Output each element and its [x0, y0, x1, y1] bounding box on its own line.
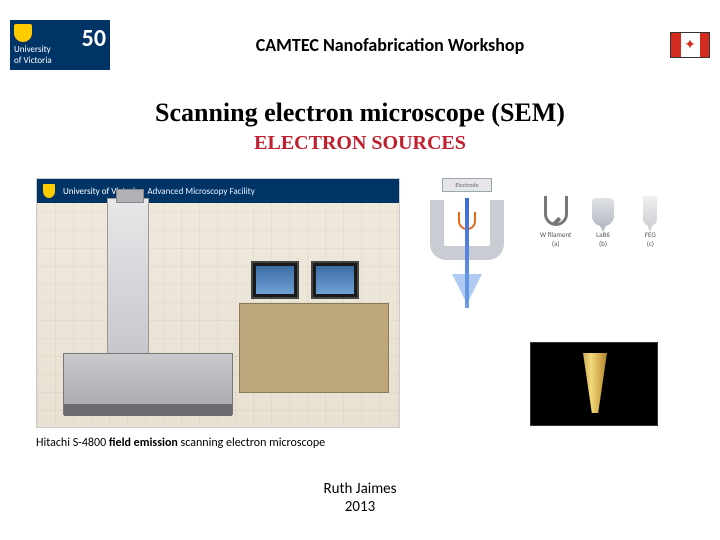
lab-desk	[239, 303, 389, 393]
page-title: Scanning electron microscope (SEM)	[0, 98, 720, 128]
source-types-row: W filament (a) LaB6 (b) FEG (c)	[532, 178, 674, 334]
maple-leaf-icon: ✦	[684, 38, 696, 52]
logo-badge: 50	[82, 24, 106, 53]
electron-gun-schematic: Electrode	[412, 178, 522, 334]
beam-cone	[452, 274, 482, 304]
mini-shield-icon	[43, 184, 55, 198]
monitor-icon	[311, 261, 359, 299]
sem-photo: University of Victoria Advanced Microsco…	[36, 178, 400, 428]
source-sub: (a)	[552, 239, 560, 248]
author-year: 2013	[0, 498, 720, 516]
electron-source-diagram: Electrode W filament (a) LaB6 (b) FEG (c…	[412, 178, 674, 334]
page-subtitle: ELECTRON SOURCES	[0, 132, 720, 155]
workshop-title: CAMTEC Nanofabrication Workshop	[110, 34, 670, 56]
photo-caption: Hitachi S-4800 field emission scanning e…	[36, 436, 325, 450]
caption-bold: field emission	[109, 436, 178, 450]
w-filament-icon	[544, 196, 568, 226]
logo-text-top: University	[14, 44, 51, 55]
banner-facility: Advanced Microscopy Facility	[147, 186, 254, 197]
footer-author-block: Ruth Jaimes 2013	[0, 480, 720, 516]
caption-suffix: scanning electron microscope	[178, 436, 325, 450]
photo-banner: University of Victoria Advanced Microsco…	[37, 179, 399, 203]
emitter-tip-icon	[575, 353, 615, 413]
author-name: Ruth Jaimes	[0, 480, 720, 498]
source-sub: (b)	[599, 239, 607, 248]
source-lab6: LaB6 (b)	[580, 198, 626, 248]
lab6-icon	[592, 198, 614, 226]
uvic-logo: University of Victoria 50	[10, 20, 110, 70]
source-sub: (c)	[647, 239, 654, 248]
feg-icon	[643, 196, 657, 226]
logo-text-bottom: of Victoria	[14, 55, 52, 66]
emitter-tip-photo	[530, 342, 658, 426]
monitor-icon	[251, 261, 299, 299]
source-feg: FEG (c)	[627, 196, 673, 248]
source-w: W filament (a)	[533, 196, 579, 248]
canada-flag-icon: ✦	[670, 32, 710, 58]
source-label: W filament	[540, 230, 572, 239]
shield-icon	[14, 24, 32, 42]
sem-column	[107, 198, 149, 358]
lab-scene	[37, 203, 399, 428]
sem-console	[63, 353, 233, 415]
electrode-label: Electrode	[442, 178, 492, 192]
header-bar: University of Victoria 50 CAMTEC Nanofab…	[0, 20, 720, 70]
caption-prefix: Hitachi S-4800	[36, 436, 109, 450]
